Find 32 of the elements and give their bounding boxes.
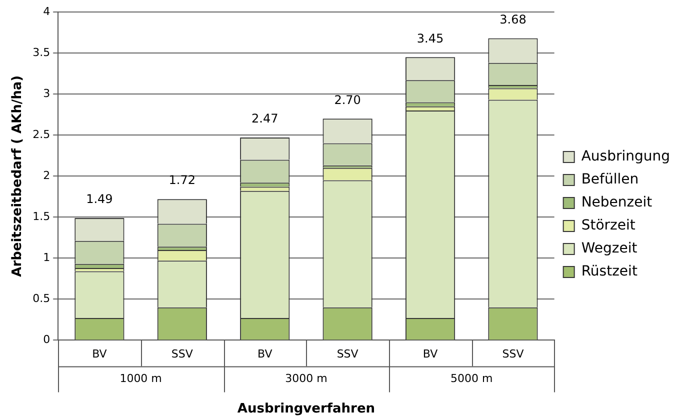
total-label: 2.70 bbox=[334, 92, 361, 107]
text: 5000 m bbox=[450, 372, 493, 386]
y-tick-label: 2.5 bbox=[32, 128, 50, 141]
y-tick-label: 4 bbox=[43, 4, 50, 18]
y-tick-label: 0.5 bbox=[32, 292, 50, 306]
total-label: 1.49 bbox=[86, 192, 113, 206]
x-tick-label: SSV bbox=[336, 348, 359, 361]
y-tick-label: 3.5 bbox=[32, 46, 50, 59]
x-tick-label: BV bbox=[422, 348, 438, 361]
x-tick-label: BV bbox=[257, 348, 273, 361]
y-tick-label: 1.5 bbox=[32, 210, 50, 223]
text: 3000 m bbox=[285, 372, 328, 386]
legend-label: Störzeit bbox=[581, 218, 636, 234]
total-label: 1.72 bbox=[168, 173, 196, 188]
y-tick-label: 0 bbox=[43, 333, 50, 346]
x-tick-label: BV bbox=[92, 348, 108, 361]
x-tick-label: SSV bbox=[502, 348, 524, 361]
legend-label: Nebenzeit bbox=[581, 194, 653, 211]
y-tick-label: 3 bbox=[43, 86, 50, 100]
y-axis-title: Arbeitszeitbedarf ( AKh/ha) bbox=[10, 75, 26, 277]
x-tick-label: SSV bbox=[171, 348, 194, 361]
total-label: 3.68 bbox=[500, 12, 526, 26]
legend-label: Wegzeit bbox=[581, 240, 638, 257]
legend-label: Befüllen bbox=[581, 172, 639, 188]
legend-label: Ausbringung bbox=[581, 148, 670, 165]
legend-label: Rüstzeit bbox=[581, 264, 638, 280]
y-tick-label: 2 bbox=[43, 168, 50, 182]
x-axis-title: Ausbringverfahren bbox=[237, 402, 376, 417]
total-label: 3.45 bbox=[416, 31, 444, 46]
text: 1000 m bbox=[120, 372, 162, 386]
y-tick-label: 1 bbox=[43, 251, 50, 264]
total-label: 2.47 bbox=[252, 112, 278, 126]
